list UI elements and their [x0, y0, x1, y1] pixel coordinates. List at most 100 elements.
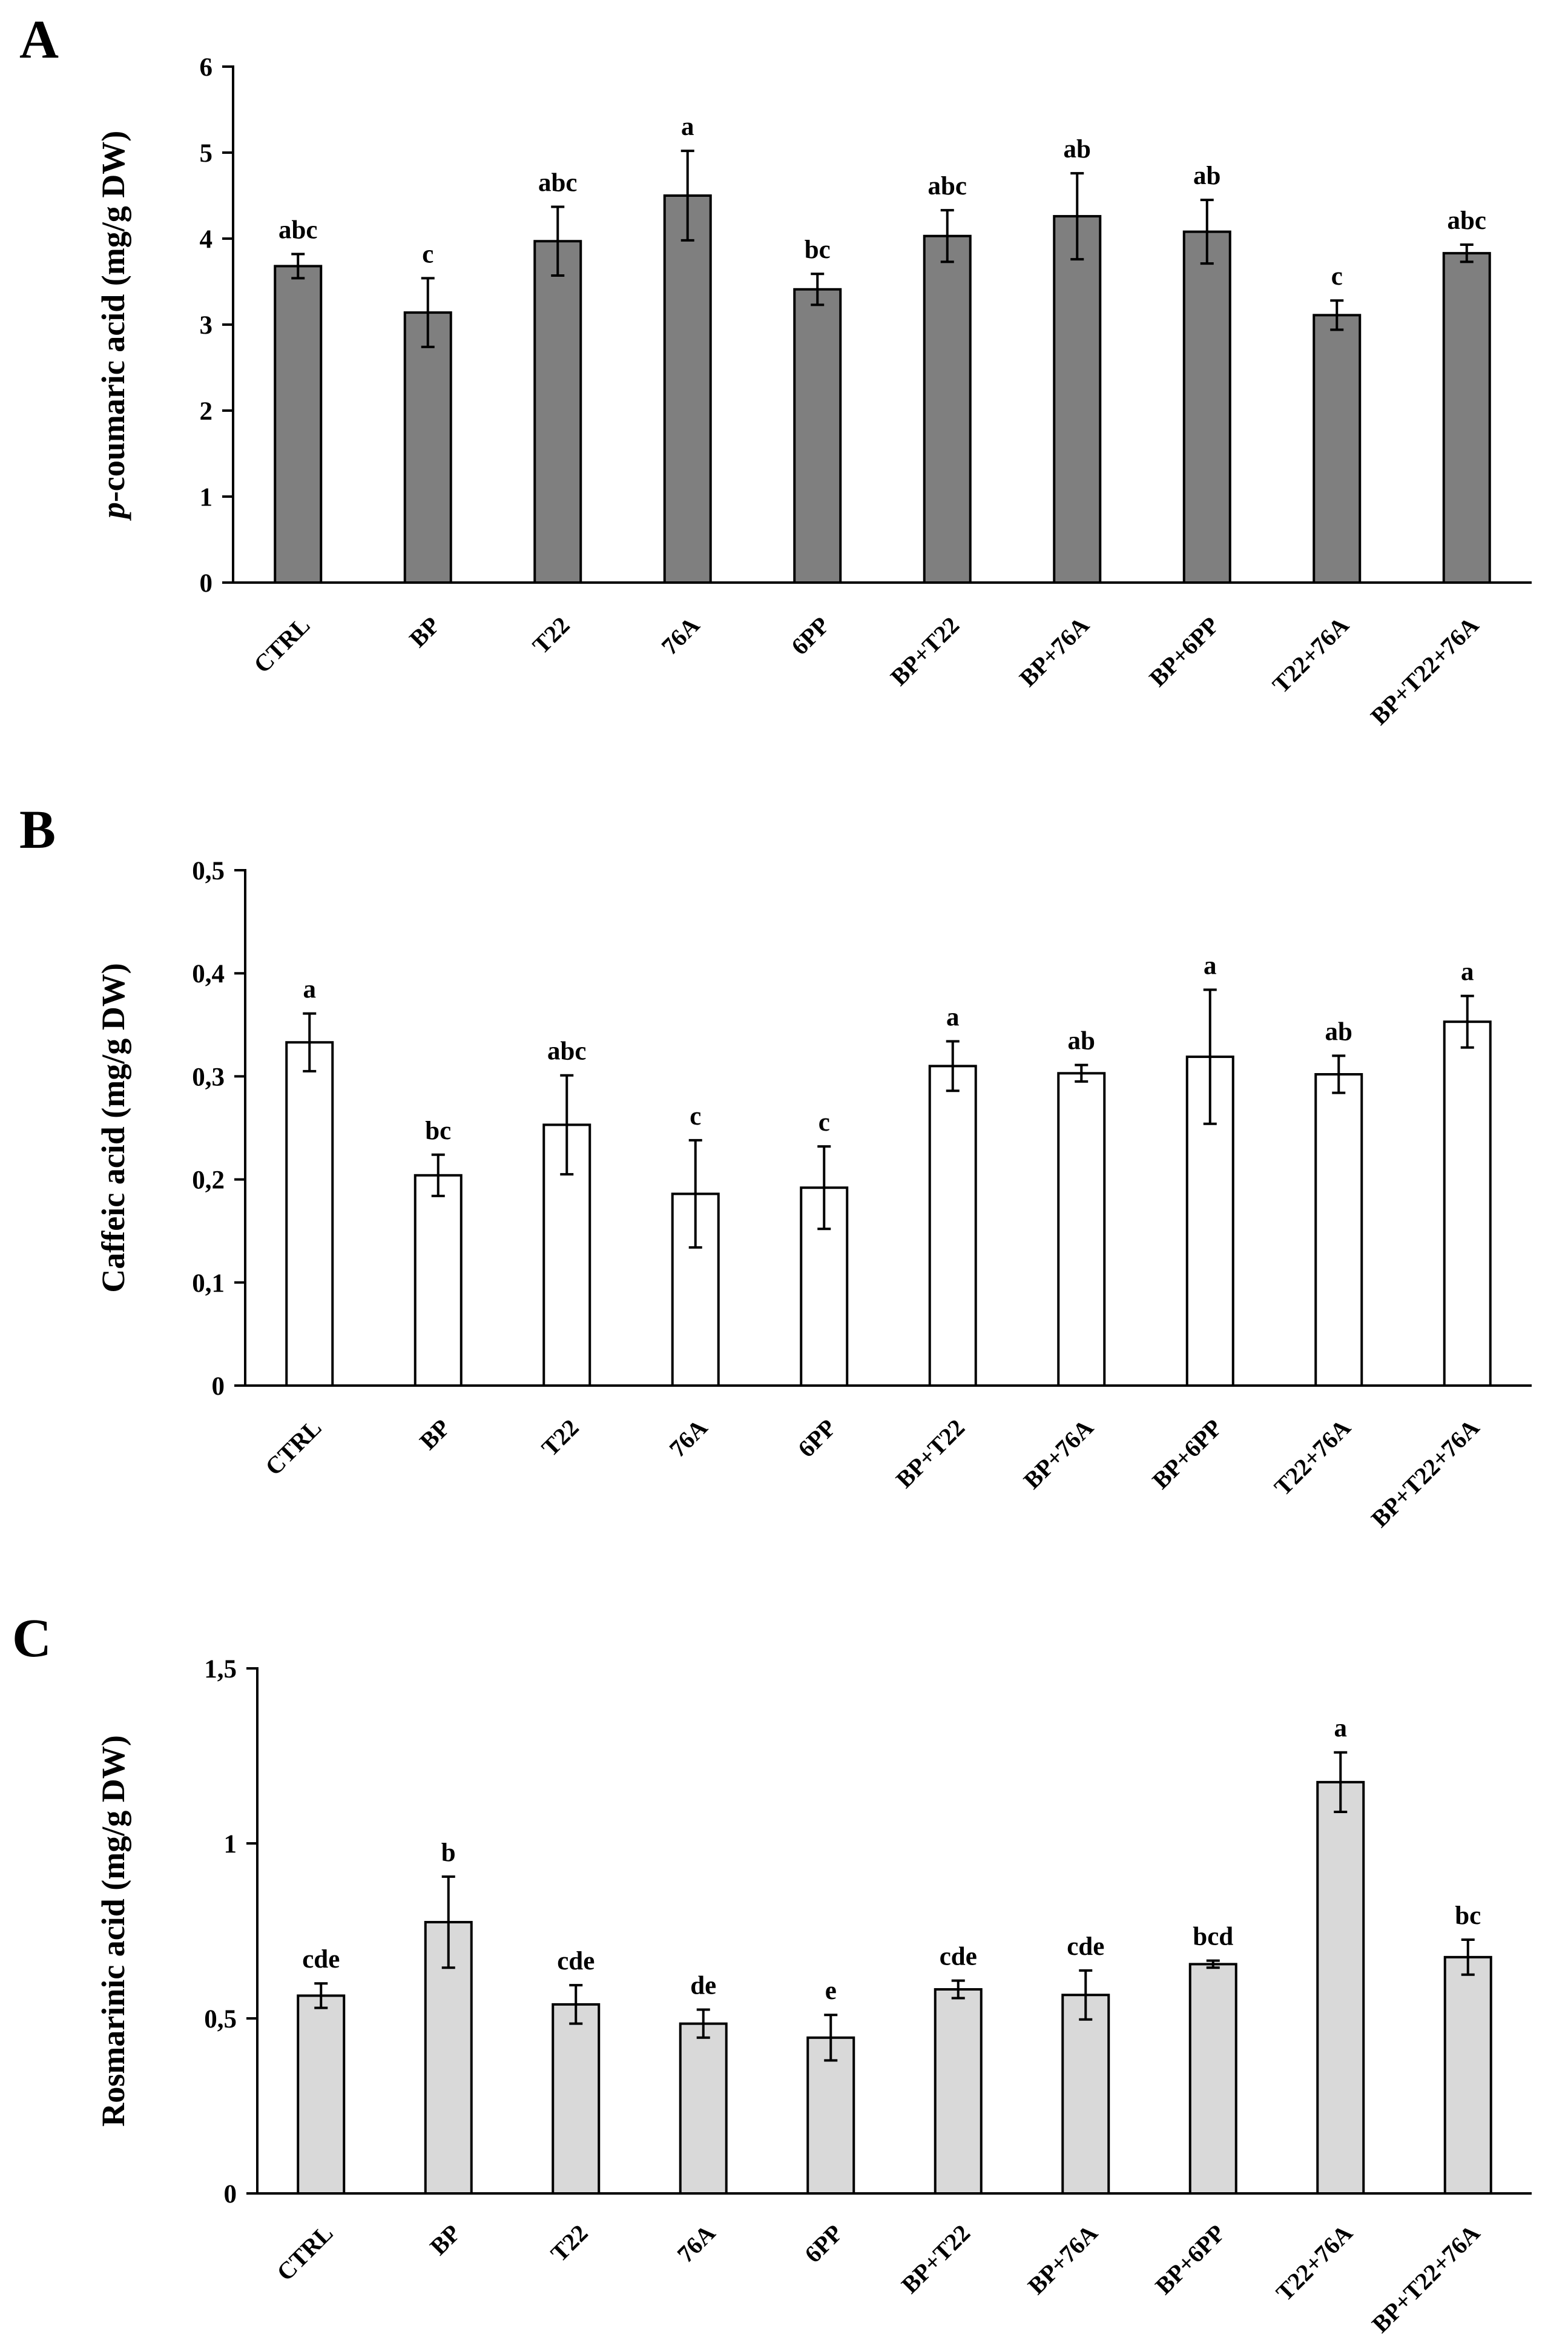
y-axis-label: Rosmarinic acid (mg/g DW)	[95, 1735, 131, 2126]
y-axis-label: Caffeic acid (mg/g DW)	[95, 963, 131, 1292]
error-bar	[1203, 988, 1217, 1125]
significance-letter: a	[303, 976, 317, 1004]
y-tick-label: 0,5	[192, 857, 225, 885]
bar	[297, 1994, 346, 2195]
category-label: CTRL	[260, 1414, 326, 1481]
category-label: 76A	[656, 611, 705, 660]
significance-letter: de	[690, 1972, 716, 2000]
category-label: 6PP	[792, 1414, 842, 1463]
y-tick-label: 1	[200, 483, 213, 512]
y-tick-label: 2	[200, 397, 213, 426]
significance-letter: bcd	[1193, 1923, 1233, 1951]
significance-letter: a	[946, 1003, 960, 1032]
bar	[1313, 314, 1362, 584]
category-label: T22	[527, 612, 575, 659]
bar	[806, 2036, 855, 2195]
bar	[533, 240, 582, 584]
error-bar	[1200, 199, 1214, 265]
error-bar	[1460, 243, 1474, 263]
y-tick-label: 0	[224, 2180, 237, 2209]
category-label: BP+76A	[1014, 611, 1095, 692]
category-label: BP+T22	[885, 612, 964, 691]
error-bar	[946, 1040, 960, 1092]
bar	[1443, 1020, 1492, 1387]
error-bar	[569, 1984, 583, 2025]
bar	[1316, 1780, 1365, 2195]
bar	[1057, 1072, 1106, 1387]
category-label: CTRL	[271, 2219, 338, 2286]
bar	[1314, 1072, 1363, 1387]
category-label: BP+T22	[896, 2219, 975, 2299]
error-bar	[1334, 1751, 1348, 1813]
y-tick-label: 1,5	[204, 1655, 237, 1684]
category-label: BP	[414, 1414, 455, 1455]
error-bar	[824, 2014, 838, 2062]
bar	[413, 1174, 463, 1387]
significance-letter: cde	[1067, 1932, 1104, 1961]
category-label: 6PP	[786, 612, 835, 661]
category-label: BP	[424, 2219, 466, 2261]
y-tick-label: 0,2	[192, 1166, 225, 1195]
significance-letter: abc	[278, 216, 318, 245]
category-label: BP+T22+76A	[1365, 611, 1484, 730]
y-tick-label: 0,3	[192, 1063, 225, 1091]
significance-letter: abc	[928, 172, 967, 200]
error-bar	[1079, 1969, 1093, 2021]
error-bar	[817, 1145, 831, 1231]
error-bar	[811, 273, 825, 306]
bar	[1443, 1955, 1492, 2195]
bar	[1053, 215, 1102, 584]
category-label: BP+T22+76A	[1366, 2219, 1485, 2338]
bar	[934, 1988, 983, 2195]
error-bar	[1070, 172, 1084, 261]
error-bar	[431, 1153, 445, 1197]
error-bar	[551, 205, 565, 277]
significance-letter: cde	[302, 1945, 340, 1974]
panel-letter: A	[19, 10, 59, 70]
category-label: BP	[404, 612, 445, 653]
y-tick-label: 0,4	[192, 960, 225, 988]
error-bar	[441, 1875, 455, 1969]
significance-letter: c	[690, 1102, 701, 1131]
significance-letter: c	[1331, 262, 1343, 291]
significance-letter: bc	[425, 1117, 451, 1145]
bar	[679, 2022, 728, 2195]
error-bar	[1461, 1938, 1475, 1976]
error-bar	[421, 277, 435, 348]
category-label: 76A	[664, 1413, 713, 1462]
bar	[923, 234, 972, 584]
y-tick-label: 0	[200, 569, 213, 598]
y-tick-label: 4	[200, 225, 213, 254]
category-label: CTRL	[248, 612, 315, 678]
bar	[663, 194, 712, 584]
significance-letter: ab	[1193, 162, 1220, 190]
category-label: 76A	[672, 2219, 721, 2268]
category-label: 6PP	[799, 2219, 848, 2269]
error-bar	[291, 253, 305, 280]
category-label: BP+6PP	[1144, 612, 1224, 692]
significance-letter: bc	[805, 236, 831, 264]
error-bar	[1460, 994, 1474, 1049]
significance-letter: c	[819, 1108, 830, 1137]
y-tick-label: 6	[200, 53, 213, 82]
category-label: T22+76A	[1267, 611, 1354, 698]
error-bar	[940, 209, 954, 263]
significance-letter: ab	[1325, 1017, 1352, 1046]
bar	[1182, 230, 1231, 584]
significance-letter: cde	[557, 1947, 595, 1975]
category-label: T22	[536, 1414, 584, 1462]
significance-letter: abc	[547, 1037, 587, 1066]
significance-letter: a	[681, 113, 694, 141]
y-tick-label: 1	[224, 1830, 237, 1859]
significance-letter: a	[1334, 1714, 1348, 1743]
y-tick-label: 0,5	[204, 2005, 237, 2034]
error-bar	[680, 150, 694, 242]
error-bar	[1075, 1063, 1089, 1083]
significance-letter: b	[441, 1839, 456, 1867]
bar	[1061, 1994, 1110, 2195]
bar	[928, 1065, 977, 1387]
significance-letter: a	[1204, 951, 1217, 980]
category-label: T22+76A	[1271, 2219, 1358, 2306]
bar	[285, 1041, 334, 1387]
bar	[1188, 1963, 1237, 2195]
